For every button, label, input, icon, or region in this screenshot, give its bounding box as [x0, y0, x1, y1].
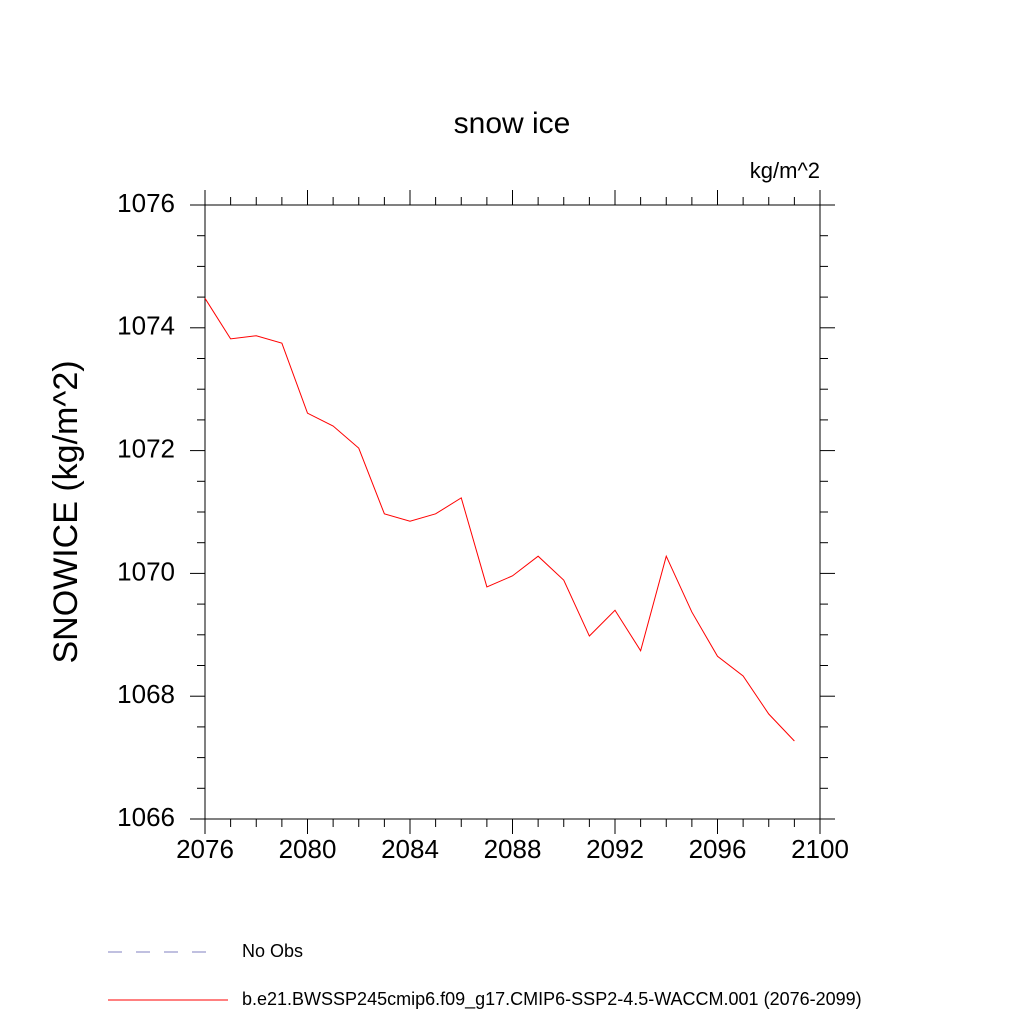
x-tick-label: 2088 — [484, 834, 542, 864]
x-tick-label: 2084 — [381, 834, 439, 864]
x-tick-label: 2076 — [176, 834, 234, 864]
chart-title: snow ice — [454, 107, 571, 140]
x-tick-label: 2092 — [586, 834, 644, 864]
units-label: kg/m^2 — [750, 158, 820, 183]
legend-label: b.e21.BWSSP245cmip6.f09_g17.CMIP6-SSP2-4… — [242, 989, 862, 1010]
x-tick-label: 2096 — [689, 834, 747, 864]
y-tick-label: 1076 — [117, 188, 175, 218]
legend-label: No Obs — [242, 941, 303, 961]
x-tick-label: 2080 — [279, 834, 337, 864]
y-axis-label: SNOWICE (kg/m^2) — [47, 360, 85, 663]
x-tick-label: 2100 — [791, 834, 849, 864]
y-tick-label: 1074 — [117, 311, 175, 341]
y-tick-label: 1068 — [117, 679, 175, 709]
data-line — [204, 298, 795, 742]
y-tick-label: 1070 — [117, 556, 175, 586]
y-tick-label: 1066 — [117, 802, 175, 832]
y-tick-label: 1072 — [117, 433, 175, 463]
plot-frame — [204, 204, 821, 820]
